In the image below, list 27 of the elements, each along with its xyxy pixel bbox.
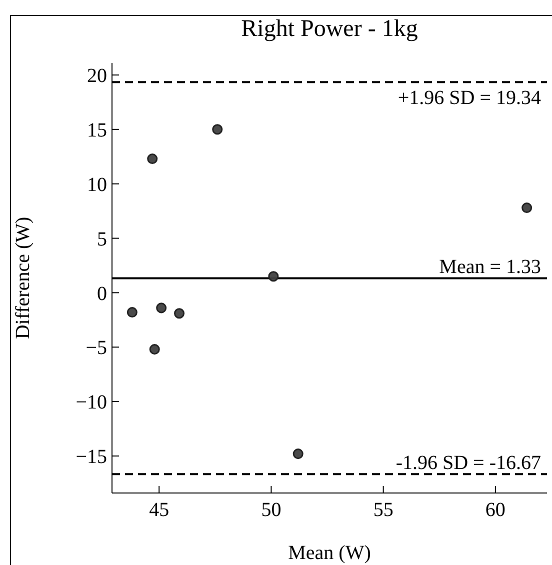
y-tick-label: 0 [97, 282, 107, 305]
y-tick-label: −5 [86, 337, 107, 360]
x-tick-label: 50 [261, 499, 282, 522]
point [174, 308, 185, 319]
point [292, 448, 304, 460]
chart-title: Right Power - 1kg [240, 16, 419, 43]
ref-line-label: +1.96 SD = 19.34 [398, 87, 541, 110]
ref-line-label: -1.96 SD = -16.67 [396, 452, 541, 474]
y-tick-label: −10 [76, 392, 107, 414]
y-axis-title: Difference (W) [12, 216, 34, 340]
y-tick-label: 20 [87, 65, 107, 88]
ref-line-label: Mean = 1.33 [439, 256, 541, 278]
y-tick-label: 5 [97, 228, 107, 250]
x-tick-label: 45 [149, 499, 170, 522]
point [212, 124, 223, 135]
y-tick-label: 10 [87, 174, 107, 196]
point [147, 154, 158, 164]
point [268, 271, 279, 282]
y-tick-label: 15 [87, 120, 107, 142]
x-axis-title: Mean (W) [288, 542, 371, 564]
x-tick-label: 60 [485, 499, 506, 522]
point [126, 307, 138, 318]
point [156, 302, 167, 314]
point [522, 202, 532, 214]
y-tick-label: −15 [76, 446, 107, 468]
point [149, 344, 160, 355]
x-tick-label: 55 [373, 499, 394, 522]
